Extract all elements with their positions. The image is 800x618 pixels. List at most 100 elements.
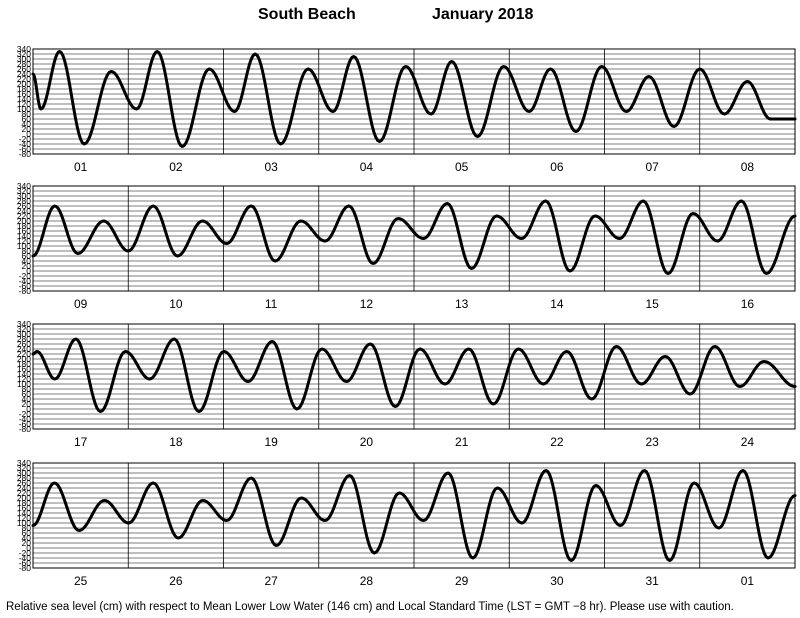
y-tick-label: 80 [22,384,32,394]
panel-frame [32,323,796,430]
day-label: 02 [169,160,183,174]
day-label: 07 [645,160,659,174]
y-tick-label: -80 [19,286,32,296]
y-tick-label: 180 [17,84,31,94]
y-tick-label: 80 [22,246,32,256]
y-tick-label: -60 [19,419,32,429]
tide-series-line [31,337,797,413]
y-tick-label: 20 [22,124,32,134]
y-tick-label: 240 [17,206,31,216]
y-tick-label: 0 [26,266,31,276]
day-label: 28 [360,574,374,588]
day-label: 12 [360,297,374,311]
tide-panel-2: -80-60-40-200204060801001201401601802002… [17,181,797,311]
y-tick-label: 120 [17,513,31,523]
y-tick-label: 60 [22,528,32,538]
y-tick-label: 140 [17,231,31,241]
day-label: 19 [264,435,278,449]
y-tick-label: 220 [17,349,31,359]
day-label: 31 [645,574,659,588]
y-tick-label: 180 [17,221,31,231]
y-tick-label: 180 [17,359,31,369]
tide-panel-1: -80-60-40-200204060801001201401601802002… [17,44,797,174]
y-tick-label: 160 [17,364,31,374]
y-tick-label: 220 [17,211,31,221]
day-label: 25 [74,574,88,588]
y-tick-label: 160 [17,226,31,236]
y-tick-label: 180 [17,498,31,508]
title-row: South Beach January 2018 [0,6,800,28]
y-tick-label: 40 [22,119,32,129]
y-tick-label: 120 [17,236,31,246]
y-tick-label: -40 [19,414,32,424]
y-tick-label: 160 [17,503,31,513]
tide-series-line [31,469,797,562]
day-label: 26 [169,574,183,588]
y-tick-label: 220 [17,74,31,84]
day-label: 09 [74,297,88,311]
tide-panel-3: -80-60-40-200204060801001201401601802002… [17,319,797,449]
y-tick-label: 120 [17,374,31,384]
panel-frame [32,185,796,292]
day-label: 18 [169,435,183,449]
y-tick-label: 80 [22,523,32,533]
y-tick-label: 300 [17,468,31,478]
y-tick-label: 100 [17,379,31,389]
y-tick-label: 260 [17,478,31,488]
y-tick-label: 160 [17,89,31,99]
y-tick-label: 40 [22,256,32,266]
tide-panel-4: -80-60-40-200204060801001201401601802002… [17,458,797,588]
y-tick-label: -80 [19,149,32,159]
day-label: 21 [455,435,469,449]
y-tick-label: 0 [26,543,31,553]
day-label: 22 [550,435,564,449]
day-label: 16 [741,297,755,311]
day-label: 03 [264,160,278,174]
y-tick-label: 240 [17,483,31,493]
y-tick-label: 20 [22,538,32,548]
y-tick-label: 260 [17,339,31,349]
y-tick-label: 140 [17,508,31,518]
y-tick-label: -80 [19,424,32,434]
y-tick-label: 320 [17,49,31,59]
day-label: 01 [741,574,755,588]
y-tick-label: 280 [17,334,31,344]
y-tick-label: 280 [17,196,31,206]
panel-frame [32,462,796,569]
y-tick-label: -20 [19,134,32,144]
day-label: 14 [550,297,564,311]
y-tick-label: 140 [17,94,31,104]
tide-series-line [31,199,797,275]
y-tick-label: -60 [19,144,32,154]
y-tick-label: 200 [17,79,31,89]
y-tick-label: -20 [19,548,32,558]
y-tick-label: 80 [22,109,32,119]
y-tick-label: -20 [19,409,32,419]
y-tick-label: 340 [17,319,31,329]
y-tick-label: 200 [17,493,31,503]
panel-frame [32,48,796,155]
y-tick-label: -40 [19,139,32,149]
day-label: 23 [645,435,659,449]
day-label: 06 [550,160,564,174]
day-label: 17 [74,435,88,449]
tide-series-line [31,50,797,148]
y-tick-label: 320 [17,463,31,473]
y-tick-label: 0 [26,129,31,139]
y-tick-label: 240 [17,344,31,354]
y-tick-label: -60 [19,281,32,291]
chart-title-location: South Beach [258,6,356,23]
y-tick-label: 200 [17,354,31,364]
day-label: 04 [360,160,374,174]
y-tick-label: 320 [17,186,31,196]
y-tick-label: 20 [22,399,32,409]
y-tick-label: 200 [17,216,31,226]
y-tick-label: 300 [17,329,31,339]
y-tick-label: 280 [17,473,31,483]
y-tick-label: 300 [17,54,31,64]
chart-title-period: January 2018 [432,6,534,23]
y-tick-label: 40 [22,394,32,404]
y-tick-label: 140 [17,369,31,379]
y-tick-label: 240 [17,69,31,79]
